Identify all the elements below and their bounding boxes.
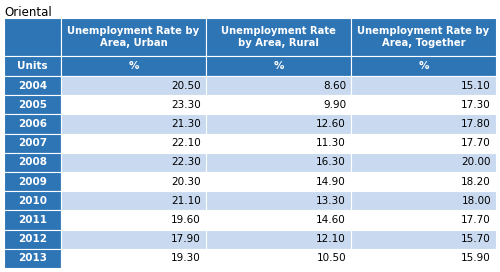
Bar xyxy=(4,172,61,191)
Bar xyxy=(61,191,206,211)
Bar xyxy=(206,76,351,95)
Bar xyxy=(4,115,61,134)
Bar xyxy=(61,172,206,191)
Text: 19.30: 19.30 xyxy=(171,254,201,263)
Text: %: % xyxy=(273,61,284,71)
Text: 17.80: 17.80 xyxy=(461,119,491,129)
Bar xyxy=(206,191,351,211)
Text: 2013: 2013 xyxy=(18,254,47,263)
Bar xyxy=(4,230,61,249)
Text: 2011: 2011 xyxy=(18,215,47,225)
Text: 2004: 2004 xyxy=(18,81,47,91)
Bar xyxy=(61,249,206,268)
Bar xyxy=(351,230,496,249)
Text: 9.90: 9.90 xyxy=(323,100,346,110)
Bar xyxy=(4,18,61,56)
Text: 2010: 2010 xyxy=(18,196,47,206)
Text: 8.60: 8.60 xyxy=(323,81,346,91)
Bar xyxy=(206,172,351,191)
Text: %: % xyxy=(128,61,139,71)
Bar xyxy=(4,211,61,230)
Text: 2005: 2005 xyxy=(18,100,47,110)
Bar xyxy=(4,56,61,76)
Bar xyxy=(206,95,351,115)
Bar xyxy=(351,76,496,95)
Bar xyxy=(61,134,206,153)
Bar xyxy=(206,211,351,230)
Text: 13.30: 13.30 xyxy=(316,196,346,206)
Bar xyxy=(61,211,206,230)
Text: 22.10: 22.10 xyxy=(171,138,201,148)
Text: 14.60: 14.60 xyxy=(316,215,346,225)
Text: Units: Units xyxy=(17,61,48,71)
Text: 18.00: 18.00 xyxy=(462,196,491,206)
Bar xyxy=(351,115,496,134)
Text: Oriental: Oriental xyxy=(4,5,52,18)
Bar xyxy=(4,153,61,172)
Text: 12.10: 12.10 xyxy=(316,234,346,244)
Text: 22.30: 22.30 xyxy=(171,157,201,167)
Bar xyxy=(351,56,496,76)
Bar xyxy=(206,230,351,249)
Bar xyxy=(351,134,496,153)
Bar xyxy=(61,153,206,172)
Text: 20.00: 20.00 xyxy=(462,157,491,167)
Text: 19.60: 19.60 xyxy=(171,215,201,225)
Text: 17.70: 17.70 xyxy=(461,138,491,148)
Text: 2006: 2006 xyxy=(18,119,47,129)
Text: Unemployment Rate
by Area, Rural: Unemployment Rate by Area, Rural xyxy=(221,26,336,48)
Bar xyxy=(61,230,206,249)
Text: 20.30: 20.30 xyxy=(172,177,201,187)
Text: 17.90: 17.90 xyxy=(171,234,201,244)
Bar xyxy=(61,115,206,134)
Bar xyxy=(4,249,61,268)
Bar xyxy=(351,249,496,268)
Text: 15.70: 15.70 xyxy=(461,234,491,244)
Text: 2008: 2008 xyxy=(18,157,47,167)
Bar xyxy=(4,191,61,211)
Bar xyxy=(351,18,496,56)
Text: 15.10: 15.10 xyxy=(461,81,491,91)
Text: 23.30: 23.30 xyxy=(171,100,201,110)
Bar xyxy=(206,18,351,56)
Bar xyxy=(351,211,496,230)
Text: 2009: 2009 xyxy=(18,177,47,187)
Bar xyxy=(206,56,351,76)
Text: %: % xyxy=(418,61,429,71)
Text: 2007: 2007 xyxy=(18,138,47,148)
Text: 10.50: 10.50 xyxy=(316,254,346,263)
Text: 16.30: 16.30 xyxy=(316,157,346,167)
Bar xyxy=(206,134,351,153)
Text: 12.60: 12.60 xyxy=(316,119,346,129)
Bar xyxy=(351,172,496,191)
Text: 17.30: 17.30 xyxy=(461,100,491,110)
Bar xyxy=(4,134,61,153)
Bar xyxy=(351,95,496,115)
Text: 18.20: 18.20 xyxy=(461,177,491,187)
Text: 2012: 2012 xyxy=(18,234,47,244)
Bar xyxy=(61,95,206,115)
Text: Unemployment Rate by
Area, Urban: Unemployment Rate by Area, Urban xyxy=(68,26,200,48)
Bar xyxy=(61,18,206,56)
Bar xyxy=(61,56,206,76)
Bar xyxy=(4,95,61,115)
Bar xyxy=(206,249,351,268)
Text: 20.50: 20.50 xyxy=(172,81,201,91)
Text: Unemployment Rate by
Area, Together: Unemployment Rate by Area, Together xyxy=(358,26,490,48)
Text: 21.10: 21.10 xyxy=(171,196,201,206)
Text: 14.90: 14.90 xyxy=(316,177,346,187)
Bar xyxy=(206,115,351,134)
Bar xyxy=(351,191,496,211)
Bar xyxy=(206,153,351,172)
Text: 17.70: 17.70 xyxy=(461,215,491,225)
Text: 11.30: 11.30 xyxy=(316,138,346,148)
Text: 21.30: 21.30 xyxy=(171,119,201,129)
Bar xyxy=(351,153,496,172)
Bar xyxy=(4,76,61,95)
Text: 15.90: 15.90 xyxy=(461,254,491,263)
Bar xyxy=(61,76,206,95)
